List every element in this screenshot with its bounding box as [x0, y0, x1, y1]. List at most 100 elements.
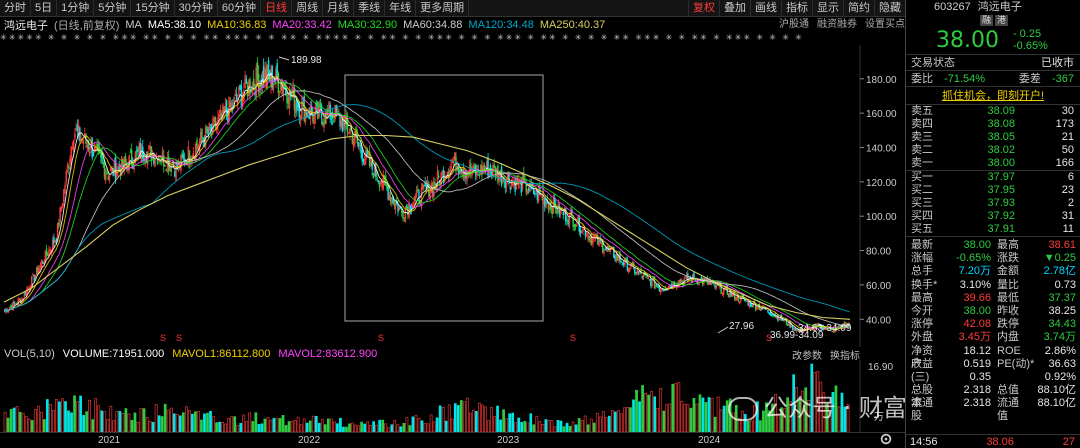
candle-body [746, 300, 748, 302]
settings-gear-icon[interactable] [878, 432, 894, 446]
candle-body [534, 193, 536, 195]
volume-bar [272, 417, 276, 432]
toolbar-1[interactable]: 叠加 [719, 0, 750, 17]
candlestick-chart[interactable]: 180.00 160.00 140.00 120.00 100.00 80.00 60.00… [0, 45, 905, 347]
candle-body [213, 118, 215, 123]
period-tab-9[interactable]: 月线 [323, 0, 355, 17]
toolbar-6[interactable]: 隐藏 [874, 0, 905, 17]
candle-body [230, 102, 233, 112]
volume-bar [508, 413, 511, 432]
sell-level-5[interactable]: 卖五 38.09 30 [906, 105, 1080, 118]
dividend-marker[interactable]: S [176, 333, 182, 343]
volume-bar [620, 413, 623, 432]
candle-body [107, 176, 109, 180]
stat-value: 88.10亿 [1037, 384, 1076, 397]
link-margin[interactable]: 融资融券 [817, 19, 857, 30]
stat-row: 涨停 42.08 跌停 34.43 [906, 318, 1080, 331]
candle-body [35, 267, 38, 276]
sell-orderbook: 卖五 38.09 30 卖四 38.08 173 卖三 38.05 21 卖二 38.02 50 卖一 3… [906, 105, 1080, 170]
candle-body [343, 118, 345, 127]
volume-bar [308, 420, 312, 432]
candle-body [647, 277, 650, 280]
candle-body [53, 237, 55, 244]
volume-bar [623, 407, 626, 432]
buy-level-5[interactable]: 买五 37.91 11 [906, 223, 1080, 236]
toolbar-5[interactable]: 简约 [843, 0, 874, 17]
candle-body [592, 236, 594, 245]
volume-bar [650, 391, 654, 432]
period-tab-1[interactable]: 5日 [31, 0, 58, 17]
buy-level-3[interactable]: 买三 37.93 2 [906, 197, 1080, 210]
toolbar-2[interactable]: 画线 [750, 0, 781, 17]
volume-bar [151, 421, 155, 432]
stat-value: 3.10% [959, 278, 991, 291]
candle-body [511, 182, 514, 186]
link-buy-point[interactable]: 设置买点 [865, 19, 905, 30]
volume-bar [822, 392, 826, 432]
period-tab-10[interactable]: 季线 [354, 0, 386, 17]
ma30-value: MA30:32.90 [337, 19, 398, 31]
change-params-button[interactable]: 改参数 [792, 351, 822, 362]
trade-state-value: 已收市 [1041, 57, 1074, 69]
candle-body [473, 167, 476, 170]
period-tab-7[interactable]: 日线 [261, 0, 293, 17]
candle-body [398, 207, 400, 211]
selection-box[interactable] [344, 74, 544, 322]
candle-body [387, 184, 389, 200]
change-indicator-button[interactable]: 换指标 [830, 351, 860, 362]
candle-body [372, 172, 375, 179]
dividend-marker[interactable]: S [766, 333, 772, 343]
toolbar-0[interactable]: 复权 [688, 0, 719, 17]
volume-bar [456, 405, 460, 432]
sell-level-1[interactable]: 卖一 38.00 166 [906, 157, 1080, 170]
badge-hk: 港 [995, 15, 1009, 26]
candle-body [82, 141, 85, 145]
buy-level-2[interactable]: 买二 37.95 23 [906, 184, 1080, 197]
volume-bar [348, 423, 351, 432]
volume-bar [789, 401, 792, 432]
candle-body [509, 186, 511, 190]
stat-label: 涨跌 [997, 252, 1019, 265]
candle-body [423, 184, 425, 187]
period-tab-6[interactable]: 60分钟 [218, 0, 262, 17]
volume-chart[interactable]: 16.90 万 [0, 360, 905, 432]
sell-level-3[interactable]: 卖三 38.05 21 [906, 131, 1080, 144]
dividend-marker[interactable]: S [570, 333, 576, 343]
sell-level-4[interactable]: 卖四 38.08 173 [906, 118, 1080, 131]
stat-row: 流通股 2.318 流通值 88.10亿 [906, 397, 1080, 422]
candle-body [299, 115, 302, 120]
period-tab-5[interactable]: 30分钟 [175, 0, 218, 17]
toolbar-4[interactable]: 显示 [812, 0, 843, 17]
stat-value: 2.318 [963, 384, 991, 397]
candle-body [770, 314, 773, 317]
toolbar-3[interactable]: 指标 [781, 0, 812, 17]
period-tab-3[interactable]: 5分钟 [94, 0, 132, 17]
adjust-mode-label: (日线,前复权) [54, 20, 120, 32]
period-tab-12[interactable]: 更多周期 [416, 0, 470, 17]
sell-level-2[interactable]: 卖二 38.02 50 [906, 144, 1080, 157]
open-account-link[interactable]: 抓住机会，即刻开户! [906, 86, 1080, 104]
volume-bar [133, 412, 137, 432]
candle-body [577, 215, 579, 223]
vol-unit-label: 万 [874, 412, 884, 423]
period-tab-11[interactable]: 年线 [385, 0, 417, 17]
stat-label: 跌停 [997, 318, 1019, 331]
buy-level-1[interactable]: 买一 37.97 6 [906, 171, 1080, 184]
period-tab-0[interactable]: 分时 [0, 0, 31, 17]
stat-value: -0.65% [956, 252, 991, 265]
candle-body [844, 322, 847, 325]
volume-bar [701, 397, 705, 432]
period-tab-2[interactable]: 1分钟 [57, 0, 95, 17]
link-hugutong[interactable]: 沪股通 [779, 19, 809, 30]
candle-body [54, 240, 56, 243]
volume-bar [82, 414, 85, 432]
dividend-marker[interactable]: S [378, 333, 384, 343]
period-tab-4[interactable]: 15分钟 [131, 0, 175, 17]
candle-body [634, 268, 636, 274]
dividend-marker[interactable]: S [160, 333, 166, 343]
stat-value: 18.12 [963, 344, 991, 357]
stat-value: ▼0.25 [1043, 252, 1076, 265]
period-tab-8[interactable]: 周线 [292, 0, 324, 17]
buy-level-4[interactable]: 买四 37.92 31 [906, 210, 1080, 223]
candle-body [585, 235, 588, 237]
